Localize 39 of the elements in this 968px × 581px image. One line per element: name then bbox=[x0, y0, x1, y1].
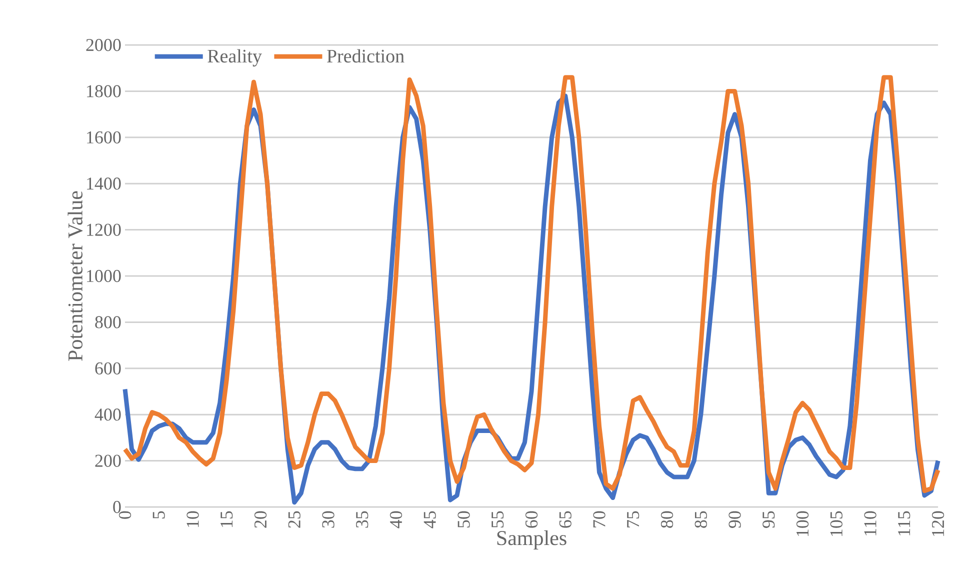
legend-label: Prediction bbox=[327, 49, 404, 63]
x-tick-label: 30 bbox=[322, 511, 334, 528]
x-tick-label: 75 bbox=[627, 511, 640, 528]
x-tick-label: 95 bbox=[762, 511, 775, 528]
y-tick-label: 2000 bbox=[86, 38, 121, 52]
x-tick-label: 70 bbox=[593, 511, 606, 528]
y-tick-label: 400 bbox=[94, 408, 121, 421]
x-tick-label: 60 bbox=[525, 511, 538, 528]
y-tick-label: 200 bbox=[95, 454, 121, 467]
x-tick-label: 50 bbox=[458, 511, 470, 528]
x-tick-label: 85 bbox=[694, 511, 707, 528]
x-axis-title: Samples bbox=[497, 530, 566, 550]
x-tick-label: 15 bbox=[220, 511, 233, 527]
x-tick-label: 65 bbox=[559, 511, 572, 528]
legend-label: Reality bbox=[208, 49, 262, 66]
y-tick-label: 1600 bbox=[87, 131, 121, 144]
x-tick-label: 5 bbox=[152, 511, 165, 518]
x-tick-label: 100 bbox=[796, 511, 809, 536]
x-tick-label: 0 bbox=[118, 511, 132, 519]
x-tick-label: 110 bbox=[864, 511, 876, 536]
y-tick-label: 1400 bbox=[87, 178, 121, 190]
x-tick-label: 80 bbox=[660, 511, 674, 528]
x-tick-label: 120 bbox=[932, 511, 944, 536]
y-tick-label: 600 bbox=[95, 362, 121, 374]
x-tick-label: 45 bbox=[424, 511, 436, 528]
x-tick-label: 105 bbox=[830, 511, 842, 536]
x-tick-label: 25 bbox=[288, 511, 300, 528]
x-tick-label: 40 bbox=[390, 511, 402, 528]
y-tick-label: 1800 bbox=[87, 85, 121, 98]
x-tick-label: 10 bbox=[186, 511, 199, 527]
x-tick-label: 20 bbox=[254, 511, 267, 528]
x-tick-label: 55 bbox=[492, 511, 504, 528]
x-tick-label: 115 bbox=[898, 511, 910, 536]
x-tick-label: 35 bbox=[356, 511, 368, 528]
y-tick-label: 1200 bbox=[87, 224, 121, 236]
y-tick-label: 1000 bbox=[87, 270, 121, 282]
y-tick-label: 800 bbox=[95, 316, 121, 328]
y-axis-title: Potentiometer Value bbox=[68, 191, 83, 361]
x-tick-label: 90 bbox=[728, 511, 741, 528]
